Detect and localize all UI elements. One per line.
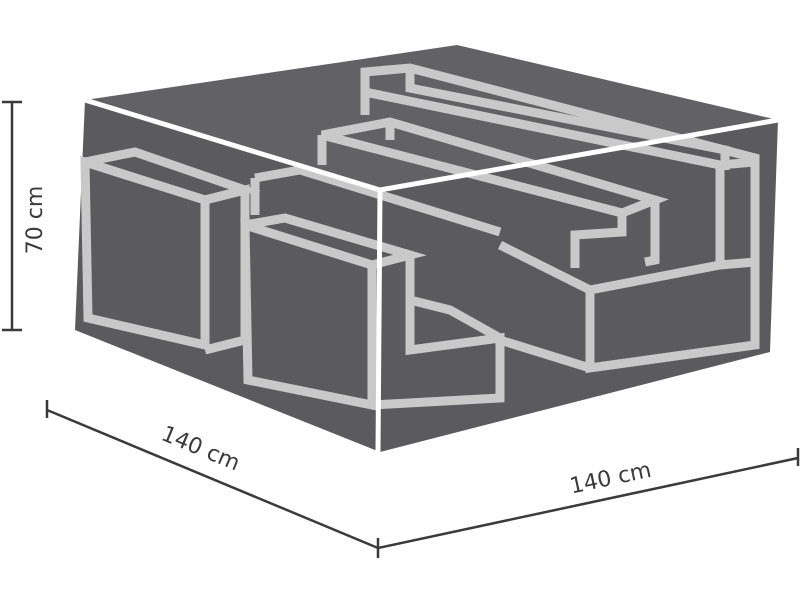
cover-front-vertical-edge	[375, 187, 383, 455]
dimension-lines	[2, 100, 800, 558]
width-dimension-label: 140 cm	[568, 458, 654, 500]
front-armchair-outline	[240, 165, 505, 411]
depth-dimension-line	[46, 408, 379, 550]
depth-dimension-label: 140 cm	[158, 422, 244, 477]
width-dimension-line	[377, 456, 799, 550]
furniture-outlines	[80, 63, 760, 411]
middle-seat-outline	[497, 240, 593, 373]
height-dimension-label: 70 cm	[23, 186, 48, 255]
table-outline	[317, 117, 669, 268]
cover-left-face	[75, 100, 380, 452]
cover-top-face	[85, 45, 778, 190]
back-sofa-outline	[360, 63, 760, 374]
cover-edges	[82, 97, 781, 455]
